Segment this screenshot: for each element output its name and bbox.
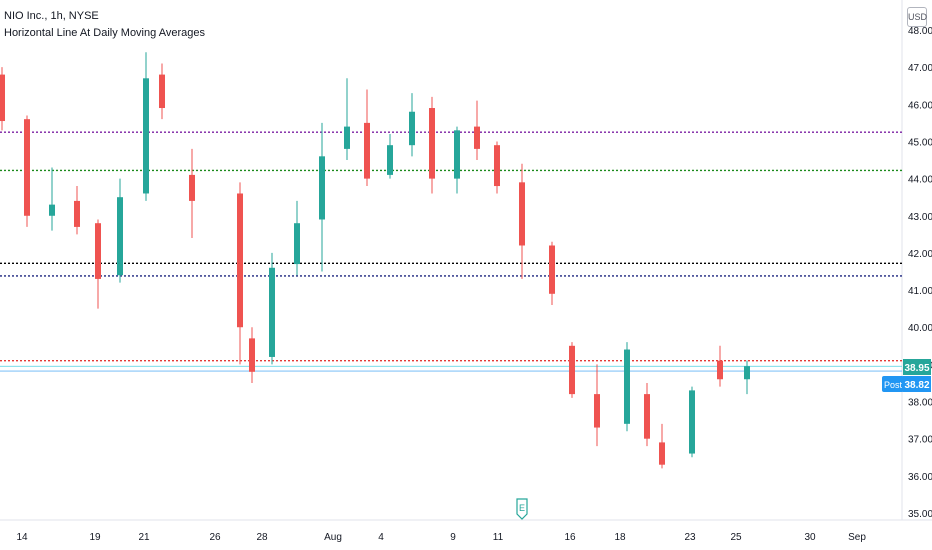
- x-tick-label: 18: [614, 532, 626, 543]
- candle-body: [454, 130, 460, 179]
- x-tick-label: 23: [684, 532, 696, 543]
- candle-body: [237, 193, 243, 328]
- y-tick-label: 40.00: [908, 323, 932, 334]
- candle-body: [159, 74, 165, 109]
- candle-body: [319, 156, 325, 220]
- x-tick-label: 28: [256, 532, 268, 543]
- candle-body: [364, 122, 370, 179]
- candle-body: [189, 174, 195, 201]
- x-tick-label: 4: [378, 532, 384, 543]
- earnings-marker: E: [516, 498, 528, 520]
- candle-body: [474, 126, 480, 149]
- candle-body: [624, 349, 630, 424]
- currency-badge[interactable]: USD: [907, 7, 927, 27]
- y-tick-label: 48.00: [908, 26, 932, 37]
- chart-header: NIO Inc., 1h, NYSE Horizontal Line At Da…: [4, 8, 205, 42]
- candle-body: [0, 74, 5, 122]
- candle-body: [569, 345, 575, 395]
- candle-body: [429, 108, 435, 179]
- candle-body: [249, 338, 255, 372]
- candle-body: [269, 267, 275, 357]
- x-tick-label: 19: [89, 532, 101, 543]
- candle-body: [494, 145, 500, 187]
- candle-body: [594, 394, 600, 428]
- y-tick-label: 46.00: [908, 100, 932, 111]
- candle-body: [143, 78, 149, 194]
- y-tick-label: 43.00: [908, 212, 932, 223]
- post-label: Post: [884, 380, 903, 390]
- x-tick-label: 16: [564, 532, 576, 543]
- candle-body: [659, 442, 665, 465]
- x-tick-label: 25: [730, 532, 742, 543]
- candle-body: [717, 360, 723, 380]
- candle-body: [344, 126, 350, 149]
- x-tick-label: 21: [138, 532, 150, 543]
- post-label-bg: [882, 376, 904, 392]
- candle-body: [95, 223, 101, 279]
- x-tick-label: 30: [804, 532, 816, 543]
- price-tag-value: 38.95: [904, 363, 929, 374]
- y-tick-label: 42.00: [908, 249, 932, 260]
- candle-body: [409, 111, 415, 146]
- candle-body: [549, 245, 555, 294]
- y-tick-label: 47.00: [908, 63, 932, 74]
- y-tick-label: 37.00: [908, 435, 932, 446]
- candle-body: [387, 145, 393, 175]
- x-tick-label: 9: [450, 532, 456, 543]
- y-tick-label: 38.00: [908, 398, 932, 409]
- x-tick-label: 14: [16, 532, 28, 543]
- candle-body: [744, 366, 750, 380]
- candle-body: [24, 119, 30, 216]
- candle-body: [644, 394, 650, 439]
- candle-body: [519, 182, 525, 246]
- indicator-title[interactable]: Horizontal Line At Daily Moving Averages: [4, 27, 205, 39]
- x-tick-label: Sep: [848, 532, 866, 543]
- x-tick-label: Aug: [324, 532, 342, 543]
- y-tick-label: 36.00: [908, 472, 932, 483]
- y-tick-label: 35.00: [908, 509, 932, 520]
- symbol-title[interactable]: NIO Inc., 1h, NYSE: [4, 10, 99, 22]
- candle-body: [49, 204, 55, 216]
- price-tag-bg: [903, 376, 931, 392]
- earnings-marker-shape[interactable]: [516, 498, 528, 520]
- candle-body: [117, 197, 123, 276]
- candle-body: [689, 390, 695, 454]
- y-tick-label: 44.00: [908, 175, 932, 186]
- earnings-marker-label: E: [519, 503, 525, 513]
- candle-body: [294, 223, 300, 265]
- candle-body: [74, 200, 80, 227]
- y-tick-label: 45.00: [908, 137, 932, 148]
- price-tag-bg: [903, 359, 931, 375]
- x-tick-label: 11: [493, 532, 504, 543]
- y-tick-label: 41.00: [908, 286, 932, 297]
- x-tick-label: 26: [209, 532, 221, 543]
- price-tag-value: 38.82: [904, 380, 929, 391]
